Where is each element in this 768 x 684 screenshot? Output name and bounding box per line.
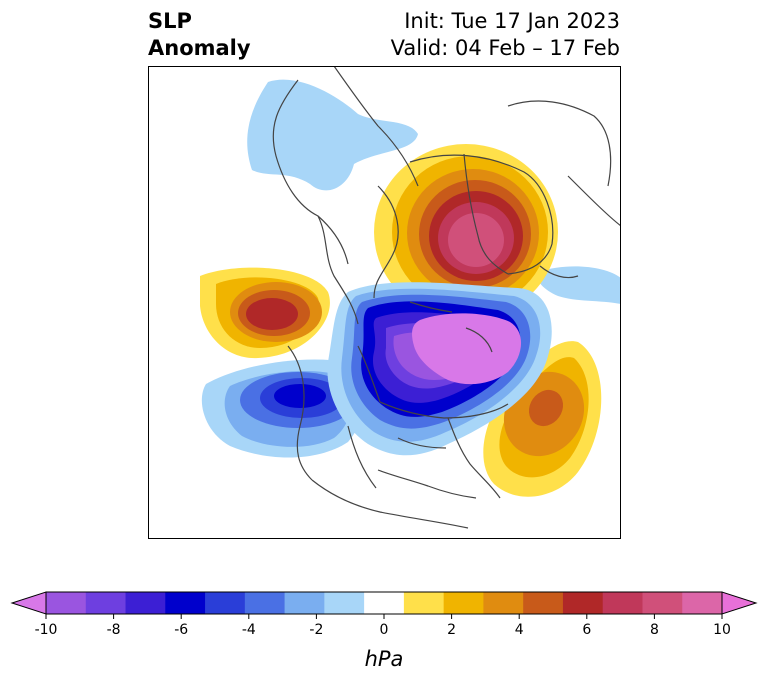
colorbar-swatch <box>443 592 485 614</box>
colorbar-tick-label: 2 <box>447 622 456 638</box>
colorbar-tick-label: 6 <box>582 622 591 638</box>
map-frame <box>148 66 621 539</box>
colorbar-extend-high <box>721 591 758 615</box>
anomaly-siberia-low <box>247 79 418 191</box>
colorbar-swatch <box>562 592 604 614</box>
colorbar-tick-label: 0 <box>380 622 389 638</box>
anomaly-field <box>200 66 621 529</box>
colorbar-swatch <box>125 592 166 614</box>
colorbar-tick-label: 8 <box>650 622 659 638</box>
colorbar-swatch <box>682 592 723 614</box>
colorbar-tick-label: 4 <box>515 622 524 638</box>
init-date-label: Init: Tue 17 Jan 2023 <box>404 9 620 33</box>
coastlines-and-borders <box>272 66 621 529</box>
colorbar-swatch <box>642 592 683 614</box>
colorbar-swatch <box>403 592 445 614</box>
colorbar-swatches <box>10 591 758 615</box>
colorbar-ticks: -10 -8 -6 -4 -2 0 2 4 6 8 10 <box>35 614 731 638</box>
map-panel <box>148 66 621 539</box>
colorbar-swatch <box>46 592 87 614</box>
colorbar-unit-label: hPa <box>365 647 404 671</box>
chart-title-dates: Init: Tue 17 Jan 2023 Valid: 04 Feb – 17… <box>391 8 620 62</box>
anomaly-arctic-high <box>374 144 558 320</box>
anomaly-canada-greenland-low <box>327 282 552 456</box>
colorbar-tick-label: -6 <box>174 622 188 638</box>
colorbar-swatch <box>85 592 127 614</box>
colorbar-swatch <box>523 592 564 614</box>
colorbar-swatch <box>244 592 286 614</box>
colorbar: -10 -8 -6 -4 -2 0 2 4 6 8 10 hPa <box>10 591 758 671</box>
colorbar-tick-label: -2 <box>309 622 323 638</box>
colorbar-swatch <box>165 592 206 614</box>
chart-title-variable: SLP Anomaly <box>148 8 251 62</box>
colorbar-extend-low <box>10 591 47 615</box>
colorbar-tick-label: -4 <box>242 622 256 638</box>
colorbar-tick-label: 10 <box>713 622 731 638</box>
colorbar-swatch <box>324 592 365 614</box>
colorbar-swatch <box>205 592 246 614</box>
colorbar-swatch <box>602 592 644 614</box>
anomaly-gulf-of-alaska-low <box>201 359 367 458</box>
title-variable-line2: Anomaly <box>148 36 251 60</box>
colorbar-tick-label: -8 <box>107 622 121 638</box>
valid-date-label: Valid: 04 Feb – 17 Feb <box>390 36 620 60</box>
title-variable-line1: SLP <box>148 9 192 33</box>
colorbar-swatch <box>483 592 524 614</box>
colorbar-tick-label: -10 <box>35 622 58 638</box>
colorbar-swatch <box>364 592 405 614</box>
anomaly-north-pacific-high <box>200 267 330 359</box>
colorbar-swatch <box>284 592 325 614</box>
